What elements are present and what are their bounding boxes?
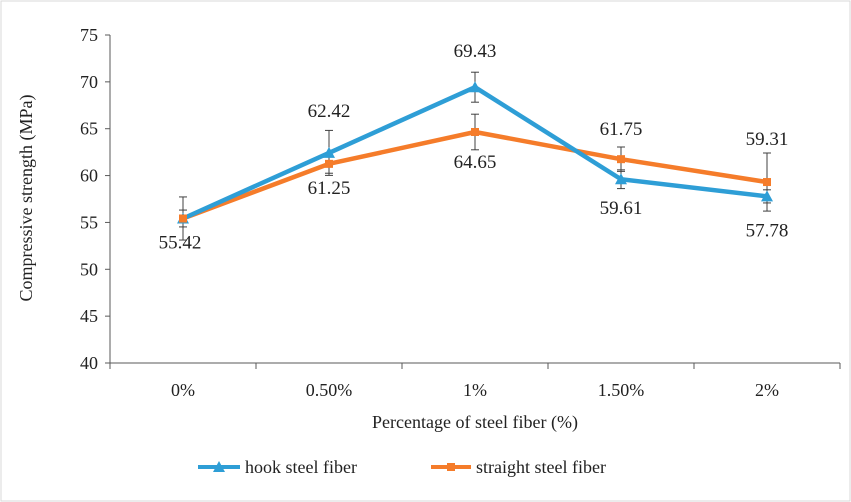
data-label-hook: 59.61 [600, 198, 643, 219]
y-tick-label: 40 [80, 353, 98, 373]
x-tick-label: 0% [171, 380, 195, 400]
y-axis-title: Compressive strength (MPa) [16, 95, 37, 302]
y-tick-label: 55 [80, 212, 98, 232]
marker-straight-point [179, 214, 187, 223]
y-tick-label: 65 [80, 119, 98, 139]
y-tick-label: 75 [80, 25, 98, 45]
x-tick-label: 2% [755, 380, 779, 400]
data-label-hook: 55.42 [159, 232, 202, 253]
data-label-straight: 59.31 [746, 129, 789, 150]
marker-straight-point [763, 178, 771, 187]
legend-label-straight: straight steel fiber [476, 457, 606, 477]
x-tick-label: 1.50% [598, 380, 645, 400]
legend-label-hook: hook steel fiber [245, 457, 357, 477]
x-tick-label: 0.50% [306, 380, 353, 400]
x-axis-title: Percentage of steel fiber (%) [372, 412, 578, 433]
legend-marker-straight [447, 463, 455, 471]
data-labels: 55.42 62.42 69.43 59.61 57.78 61.25 64.65 61.75… [159, 41, 789, 253]
markers [177, 81, 773, 224]
marker-hook-point [615, 173, 627, 185]
y-tick-label: 45 [80, 306, 98, 326]
axes: 40 45 50 55 60 65 70 75 0% 0.50% 1% 1.50% 2% [80, 25, 841, 400]
x-tick-label: 1% [463, 380, 487, 400]
marker-straight-point [617, 155, 625, 164]
marker-straight-point [471, 127, 479, 136]
marker-hook-point [761, 190, 773, 202]
y-tick-label: 60 [80, 166, 98, 186]
y-tick-label: 50 [80, 259, 98, 279]
y-tick-label: 70 [80, 72, 98, 92]
legend: hook steel fiber straight steel fiber [198, 457, 606, 477]
legend-item-hook: hook steel fiber [198, 457, 357, 477]
data-label-hook: 69.43 [454, 41, 497, 62]
data-label-straight: 61.75 [600, 119, 643, 140]
legend-item-straight: straight steel fiber [431, 457, 606, 477]
marker-hook-point [323, 146, 335, 158]
data-label-straight: 64.65 [454, 152, 497, 173]
legend-marker-hook [213, 461, 225, 472]
data-label-hook: 57.78 [746, 220, 789, 241]
marker-straight-point [325, 159, 333, 168]
marker-hook-point [469, 81, 481, 93]
data-label-hook: 62.42 [308, 101, 351, 122]
data-label-straight: 61.25 [308, 178, 351, 199]
